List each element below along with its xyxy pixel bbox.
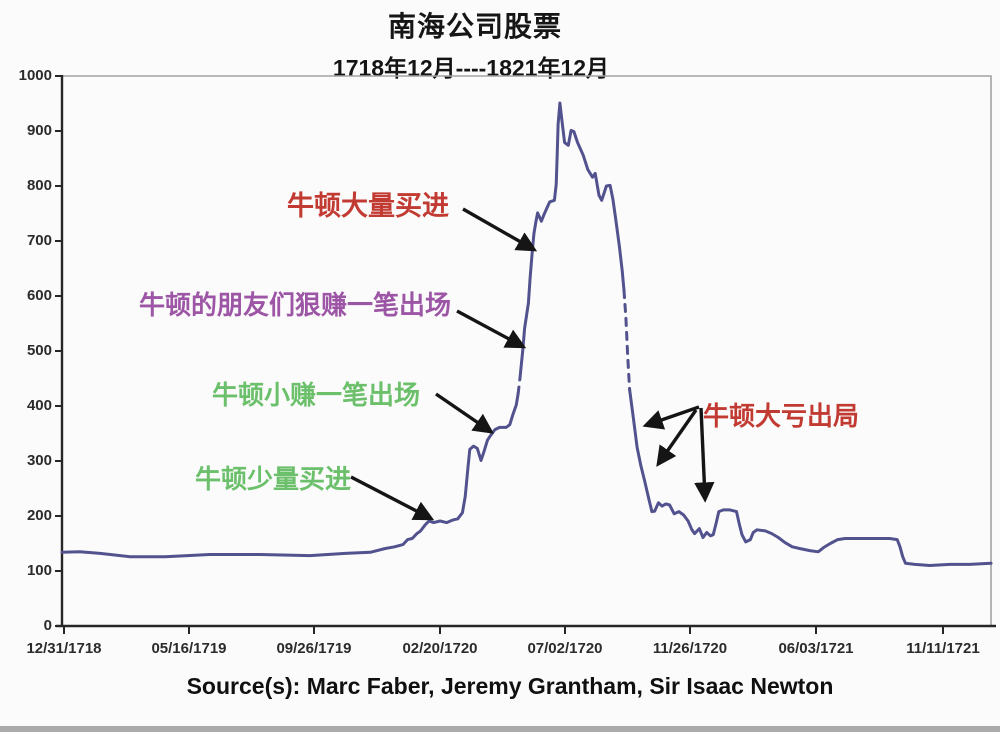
y-tick-label: 700 [26,232,52,249]
x-tick-label: 12/31/1718 [26,640,102,657]
chart-title: 南海公司股票 [387,11,562,42]
y-tick-label: 600 [26,287,52,304]
x-tick-label: 02/20/1720 [402,640,478,657]
y-tick-label: 0 [43,617,52,634]
source-credit: Source(s): Marc Faber, Jeremy Grantham, … [186,673,834,699]
annotation-newton-buys-big: 牛顿大量买进 [287,191,449,221]
price-curve-segment [518,101,626,380]
annotation-newton-buys-small: 牛顿少量买进 [195,464,352,494]
x-tick-label: 05/16/1719 [151,640,227,657]
annotation-arrow [456,309,527,349]
annotation-newton-small-profit-exit: 牛顿小赚一笔出场 [212,380,421,410]
price-curve-segment [516,376,522,396]
y-tick-label: 300 [26,452,52,469]
annotation-friends-exit-profit: 牛顿的朋友们狠赚一笔出场 [139,290,452,320]
x-tick-label: 06/03/1721 [778,640,854,657]
bottom-strip [0,726,1000,732]
y-tick-label: 500 [26,342,52,359]
y-tick-label: 1000 [18,67,52,84]
annotation-arrow [656,409,698,467]
x-tick-label: 11/26/1720 [652,640,728,657]
y-tick-label: 800 [26,177,52,194]
price-curve-segment [628,388,993,567]
annotation-arrow [694,407,715,503]
price-curve-segment [622,289,632,391]
annotation-arrow [350,475,435,521]
annotation-arrows [350,207,715,521]
x-tick-label: 09/26/1719 [276,640,352,657]
price-curve [60,101,993,567]
x-tick-label: 07/02/1720 [527,640,603,657]
y-tick-label: 200 [26,507,52,524]
plot-frame [62,75,992,626]
y-tick-label: 900 [26,122,52,139]
x-tick-label: 11/11/1721 [906,640,980,657]
axis-ticks [55,75,944,634]
annotation-arrow [462,207,538,252]
y-tick-label: 400 [26,397,52,414]
y-tick-label: 100 [26,562,52,579]
annotation-arrow [642,405,700,430]
annotation-arrow [435,392,494,434]
annotation-newton-big-loss-exit: 牛顿大亏出局 [703,401,860,431]
